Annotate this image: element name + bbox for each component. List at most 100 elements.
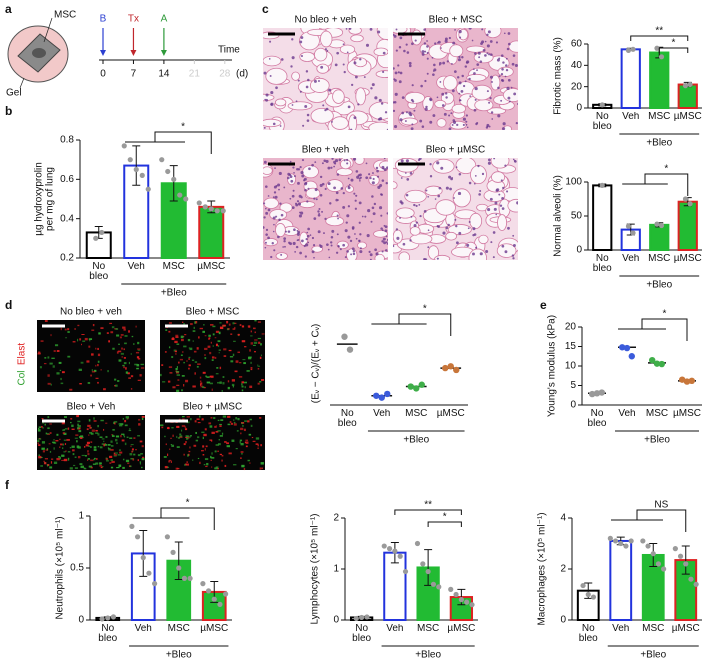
nucleus bbox=[350, 128, 353, 130]
alveolus bbox=[265, 67, 288, 85]
signal bbox=[112, 347, 115, 350]
signal bbox=[129, 465, 132, 468]
nucleus bbox=[434, 198, 437, 200]
nucleus bbox=[291, 194, 295, 198]
nucleus bbox=[464, 65, 468, 68]
signal bbox=[87, 459, 89, 461]
nucleus bbox=[497, 114, 501, 118]
nucleus bbox=[425, 189, 428, 192]
signal bbox=[228, 452, 232, 455]
signal bbox=[109, 322, 113, 325]
nucleus bbox=[315, 198, 318, 201]
signal bbox=[123, 433, 125, 437]
signal bbox=[79, 463, 83, 465]
nucleus bbox=[432, 114, 436, 118]
signal bbox=[105, 422, 108, 424]
nucleus bbox=[461, 74, 464, 78]
data-point bbox=[688, 576, 694, 582]
nucleus bbox=[378, 98, 382, 102]
nucleus bbox=[498, 193, 501, 196]
signal bbox=[222, 382, 225, 385]
signal bbox=[91, 369, 93, 372]
nucleus bbox=[323, 159, 326, 162]
nucleus bbox=[419, 119, 423, 123]
signal bbox=[208, 334, 211, 337]
nucleus bbox=[292, 241, 296, 246]
y-tick-label: 2 bbox=[333, 513, 339, 524]
signal bbox=[254, 339, 258, 341]
nucleus bbox=[462, 123, 465, 127]
signal bbox=[90, 432, 94, 435]
nucleus bbox=[272, 196, 275, 199]
data-point bbox=[414, 540, 421, 547]
nucleus bbox=[346, 51, 349, 54]
signal bbox=[175, 353, 177, 355]
data-point bbox=[430, 581, 437, 587]
nucleus bbox=[501, 207, 505, 210]
signal bbox=[44, 462, 47, 465]
signal bbox=[135, 325, 137, 328]
signal bbox=[209, 382, 213, 385]
signal bbox=[78, 368, 82, 372]
signal bbox=[106, 332, 109, 334]
data-point bbox=[683, 561, 689, 567]
signal bbox=[47, 433, 51, 435]
data-point bbox=[165, 168, 171, 175]
signal bbox=[221, 389, 223, 392]
signal bbox=[135, 351, 140, 354]
x-tick-label: Veh bbox=[622, 254, 640, 264]
signal bbox=[180, 389, 184, 392]
signal bbox=[79, 338, 82, 341]
nucleus bbox=[472, 68, 475, 71]
alveolus bbox=[471, 84, 493, 101]
signal bbox=[183, 453, 185, 456]
bracket bbox=[132, 507, 215, 530]
x-tick-label: Veh bbox=[386, 624, 404, 634]
signal bbox=[234, 370, 238, 373]
category-label-box: MSC bbox=[417, 624, 439, 634]
signal bbox=[257, 364, 259, 366]
signal bbox=[120, 423, 124, 426]
signal bbox=[188, 364, 191, 367]
nucleus bbox=[423, 42, 427, 45]
signal bbox=[250, 367, 253, 369]
signal bbox=[200, 385, 203, 388]
nucleus bbox=[363, 76, 366, 78]
category-label-box: µMSC bbox=[674, 254, 702, 264]
nucleus bbox=[327, 166, 331, 170]
nucleus bbox=[277, 183, 281, 187]
signal bbox=[121, 433, 125, 435]
nucleus bbox=[466, 243, 470, 247]
signal bbox=[228, 349, 232, 352]
data-point bbox=[413, 385, 420, 392]
signal bbox=[105, 436, 108, 438]
nucleus bbox=[513, 92, 517, 96]
data-point bbox=[177, 192, 183, 198]
nucleus bbox=[477, 51, 481, 55]
nucleus bbox=[469, 95, 472, 97]
signal bbox=[59, 446, 61, 448]
alveolus bbox=[404, 91, 425, 104]
signal bbox=[97, 363, 99, 367]
nucleus bbox=[358, 201, 362, 205]
nucleus bbox=[321, 162, 324, 165]
x-tick-label: MSC bbox=[167, 624, 190, 634]
nucleus bbox=[426, 57, 429, 60]
nucleus bbox=[507, 96, 511, 100]
signal bbox=[202, 418, 204, 421]
nucleus bbox=[371, 181, 375, 185]
nucleus bbox=[271, 242, 274, 245]
signal bbox=[259, 381, 262, 383]
signal bbox=[115, 384, 118, 387]
signal bbox=[140, 367, 145, 369]
signal bbox=[233, 464, 237, 466]
signal bbox=[86, 360, 90, 363]
time-tick-label: 0 bbox=[100, 69, 106, 80]
nucleus bbox=[515, 121, 518, 125]
y-tick-label: 0.5 bbox=[70, 563, 84, 574]
nucleus bbox=[32, 48, 46, 58]
signal bbox=[219, 425, 222, 427]
signal bbox=[213, 417, 216, 420]
signal bbox=[176, 374, 181, 376]
signal bbox=[87, 450, 89, 453]
